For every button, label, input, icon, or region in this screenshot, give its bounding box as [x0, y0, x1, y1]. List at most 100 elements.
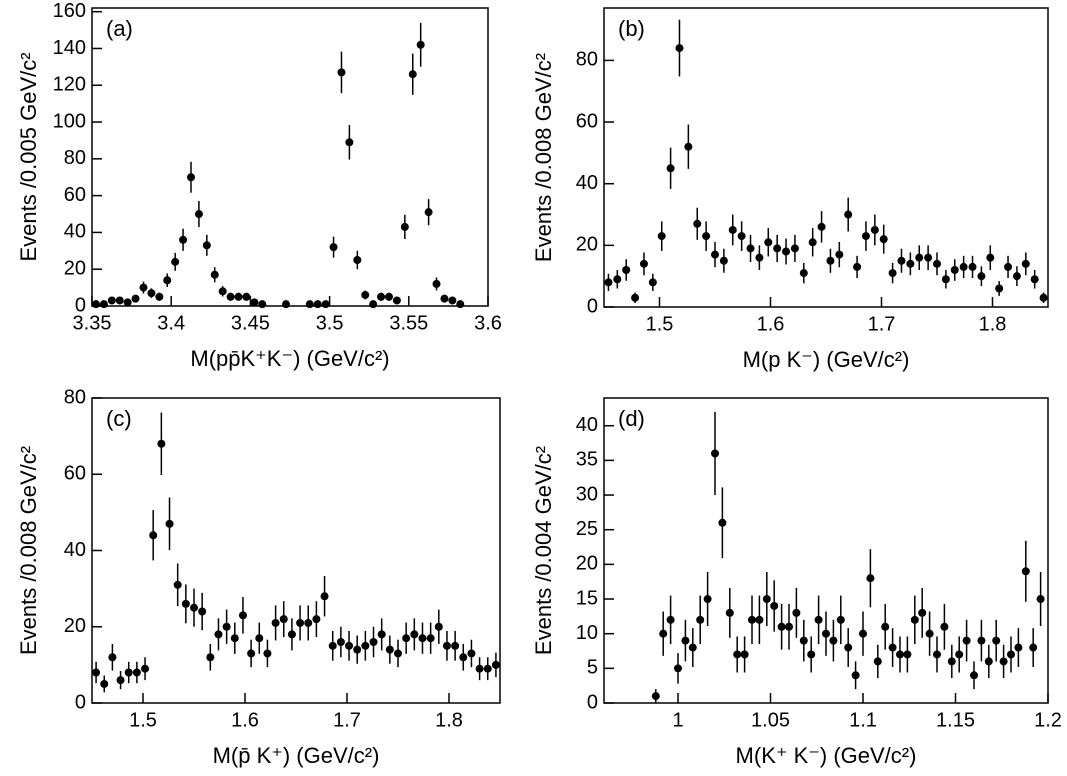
data-point [782, 247, 791, 256]
x-axis-title: M(p K⁻) (GeV/c²) [743, 347, 910, 372]
data-point [92, 668, 101, 677]
data-point [115, 296, 124, 305]
y-tick-label: 25 [576, 518, 598, 540]
data-point [218, 287, 227, 296]
data-point [206, 653, 215, 662]
x-tick-label: 1.15 [936, 709, 975, 731]
data-point [242, 292, 251, 301]
data-point [659, 629, 668, 638]
data-point [859, 629, 867, 638]
y-tick-label: 40 [576, 172, 598, 194]
x-tick-label: 1.1 [849, 709, 877, 731]
data-point [282, 300, 291, 309]
data-point [755, 615, 764, 624]
data-point [822, 629, 830, 638]
data-point [329, 243, 338, 252]
data-point [255, 634, 264, 643]
plot-frame [603, 7, 1049, 308]
data-point [799, 636, 808, 645]
panel-label: (a) [106, 16, 133, 41]
data-point [392, 296, 401, 305]
data-point [147, 289, 156, 298]
data-point [483, 664, 492, 673]
data-point [258, 300, 267, 309]
data-point [361, 290, 370, 299]
data-point [442, 641, 451, 650]
x-tick-label: 1.7 [333, 709, 361, 731]
data-point [746, 244, 755, 253]
data-point [1036, 595, 1045, 604]
data-point [785, 622, 793, 631]
data-point [345, 641, 354, 650]
data-point [604, 278, 613, 287]
data-point [163, 276, 172, 285]
data-point [933, 259, 941, 268]
x-axis-title: M(K⁺ K⁻) (GeV/c²) [736, 743, 917, 768]
data-point [666, 164, 675, 173]
data-point [896, 650, 904, 659]
data-point [639, 259, 648, 268]
data-point [400, 222, 409, 231]
data-point [808, 238, 817, 247]
data-point [171, 257, 180, 266]
x-tick-label: 3.4 [157, 312, 185, 334]
y-tick-label: 0 [75, 691, 86, 713]
data-point [851, 671, 860, 680]
data-point [648, 278, 657, 287]
data-point [353, 256, 362, 265]
data-point [385, 292, 393, 301]
data-point [190, 603, 198, 612]
data-point [132, 668, 141, 677]
y-tick-label: 10 [576, 622, 598, 644]
data-point [933, 650, 941, 659]
x-tick-label: 1.8 [979, 313, 1007, 335]
data-point [149, 531, 158, 540]
data-point [755, 253, 764, 262]
data-point [740, 650, 749, 659]
data-point [361, 641, 370, 650]
data-point [879, 235, 888, 244]
data-point [328, 641, 337, 650]
data-point [1014, 643, 1023, 652]
data-point [1007, 650, 1015, 659]
y-tick-label: 160 [53, 0, 86, 22]
x-tick-label: 1.6 [231, 709, 259, 731]
data-point [762, 595, 771, 604]
data-point [320, 592, 329, 601]
y-tick-label: 20 [64, 257, 86, 279]
y-axis-title: Events /0.008 GeV/c² [531, 53, 556, 262]
data-point [696, 615, 705, 624]
data-point [897, 256, 906, 265]
data-point [925, 629, 934, 638]
data-point [826, 256, 835, 265]
data-point [870, 225, 879, 234]
data-point [467, 649, 476, 658]
data-point [702, 232, 711, 241]
data-point [836, 615, 845, 624]
data-point [1012, 272, 1021, 281]
data-point [141, 664, 150, 673]
data-point [402, 634, 411, 643]
x-tick-label: 1.6 [757, 313, 785, 335]
y-tick-label: 80 [64, 147, 86, 169]
panel-label: (c) [106, 406, 132, 431]
data-point [279, 615, 288, 624]
data-point [764, 238, 773, 247]
data-point [888, 643, 897, 652]
y-tick-label: 40 [64, 221, 86, 243]
data-point [173, 580, 182, 589]
data-point [725, 608, 734, 617]
data-point [345, 138, 354, 147]
data-point [187, 173, 195, 182]
data-point [790, 244, 799, 253]
data-point [853, 262, 862, 271]
x-tick-label: 1.05 [751, 709, 790, 731]
y-tick-label: 20 [576, 234, 598, 256]
data-point [459, 653, 468, 662]
data-point [263, 649, 272, 658]
data-point [222, 622, 231, 631]
y-axis-title: Events /0.008 GeV/c² [16, 446, 41, 655]
x-tick-label: 3.55 [389, 312, 428, 334]
data-point [977, 636, 986, 645]
